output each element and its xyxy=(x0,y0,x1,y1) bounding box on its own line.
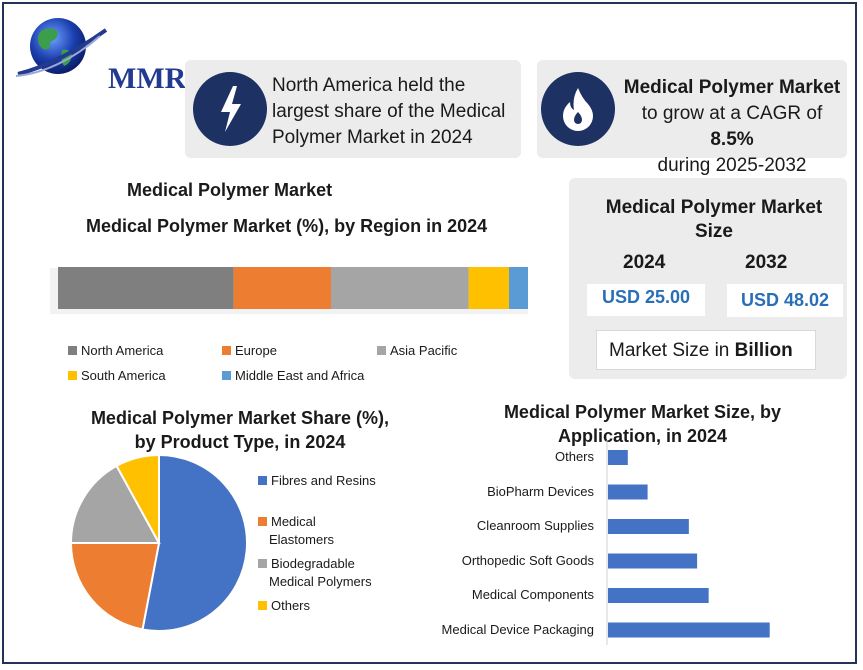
app-category-label: Cleanroom Supplies xyxy=(476,518,594,533)
app-title-line: Application, in 2024 xyxy=(557,426,728,446)
stack-segment-south-america xyxy=(468,267,510,309)
flame-badge xyxy=(541,72,615,146)
year-2032-label: 2032 xyxy=(745,252,788,273)
legend-mea: Middle East and Africa xyxy=(222,368,364,383)
app-bar-others xyxy=(608,450,628,465)
cagr-title: Medical Polymer Market xyxy=(623,77,841,98)
flame-icon xyxy=(563,88,593,131)
legend-swatch xyxy=(258,601,267,610)
app-category-labels: Others BioPharm Devices Cleanroom Supplies… xyxy=(436,440,594,650)
app-category-label: Orthopedic Soft Goods xyxy=(461,552,594,568)
app-bar-chart xyxy=(606,440,770,645)
cagr-line: to grow at a CAGR of 8.5% xyxy=(621,101,843,153)
value-2032: USD 48.02 xyxy=(727,284,843,317)
unit-value: Billion xyxy=(734,340,793,361)
stack-segment-europe xyxy=(233,267,331,309)
app-chart-title: Medical Polymer Market Size, by Applicat… xyxy=(480,400,805,448)
legend-swatch xyxy=(222,371,231,380)
legend-label: Elastomers xyxy=(269,532,335,547)
pie-legend-others: Others xyxy=(258,597,310,615)
app-category-label: Others xyxy=(554,449,594,464)
app-bar-orthopedic-soft-goods xyxy=(608,553,698,569)
info-line: largest share of the Medical xyxy=(272,101,506,122)
info-line: Polymer Market in 2024 xyxy=(272,127,473,148)
legend-swatch xyxy=(377,346,386,355)
stack-segment-asia-pacific xyxy=(330,267,469,309)
brand-logo: MMR xyxy=(14,16,186,95)
infographic-frame xyxy=(2,2,857,664)
legend-swatch xyxy=(68,346,77,355)
cagr-value: 8.5% xyxy=(710,129,754,150)
pie-legend-biodegradable: Biodegradable Medical Polymers xyxy=(258,555,372,591)
info-card-region: North America held the largest share of … xyxy=(185,60,521,158)
app-category-label: BioPharm Devices xyxy=(487,483,594,499)
market-size-title: Medical Polymer Market Size xyxy=(570,196,858,244)
region-stacked-bar xyxy=(50,267,528,314)
legend-label: South America xyxy=(81,368,166,383)
info-card-cagr: Medical Polymer Market to grow at a CAGR… xyxy=(537,60,847,176)
app-category-label: Medical Device Packaging xyxy=(441,621,594,637)
stack-segment-middle-east-and-africa xyxy=(509,267,528,309)
info-card-region-text: North America held the largest share of … xyxy=(272,73,517,151)
region-chart-subtitle: Medical Polymer Market (%), by Region in… xyxy=(86,216,488,236)
legend-label: Biodegradable xyxy=(271,556,355,571)
legend-label: Medical xyxy=(271,514,316,529)
legend-label: Others xyxy=(271,598,311,613)
legend-label: Asia Pacific xyxy=(390,343,458,358)
pie-legend-fibres: Fibres and Resins xyxy=(258,472,376,490)
app-bar-cleanroom-supplies xyxy=(608,519,689,534)
app-bar-medical-components xyxy=(608,588,709,603)
legend-swatch xyxy=(258,476,267,485)
app-bar-biopharm-devices xyxy=(608,484,648,500)
pie-slice-fibres-and-resins xyxy=(141,453,248,632)
pie-slice-others xyxy=(115,453,160,544)
legend-label: Middle East and Africa xyxy=(235,368,365,383)
legend-swatch xyxy=(222,346,231,355)
app-title-line: Medical Polymer Market Size, by xyxy=(503,402,782,422)
legend-asia-pacific: Asia Pacific xyxy=(377,343,457,358)
legend-swatch xyxy=(68,371,77,380)
cagr-period: during 2025-2032 xyxy=(657,155,807,176)
logo-text: MMR xyxy=(108,62,187,95)
unit-prefix: Market Size in xyxy=(609,340,735,361)
legend-label: Fibres and Resins xyxy=(271,473,376,488)
app-bar-medical-device-packaging xyxy=(608,622,770,638)
pie-title-line: by Product Type, in 2024 xyxy=(134,432,346,452)
legend-europe: Europe xyxy=(222,343,277,358)
globe-icon xyxy=(15,18,108,77)
cagr-prefix: to grow at a CAGR of xyxy=(641,103,823,124)
legend-swatch xyxy=(258,559,267,568)
pie-title-line: Medical Polymer Market Share (%), xyxy=(90,408,390,428)
app-category-label: Medical Components xyxy=(471,587,594,602)
lightning-badge xyxy=(193,72,267,146)
legend-north-america: North America xyxy=(68,343,163,358)
pie-chart-title: Medical Polymer Market Share (%), by Pro… xyxy=(70,406,410,454)
unit-box: Market Size in Billion xyxy=(596,330,816,370)
value-2024: USD 25.00 xyxy=(587,284,705,316)
pie-legend-elastomers: Medical Elastomers xyxy=(258,513,334,549)
stack-segment-north-america xyxy=(58,267,234,309)
legend-south-america: South America xyxy=(68,368,166,383)
market-size-title-line: Medical Polymer Market xyxy=(605,197,823,218)
pie-slice-biodegradable-medical-polymers xyxy=(69,464,161,544)
year-2024-label: 2024 xyxy=(623,252,666,273)
market-size-title-line: Size xyxy=(694,221,734,242)
legend-label: Europe xyxy=(235,343,277,358)
info-line: North America held the xyxy=(272,75,466,96)
info-card-cagr-text: Medical Polymer Market to grow at a CAGR… xyxy=(621,75,843,179)
legend-swatch xyxy=(258,517,267,526)
pie-slice-medical-elastomers xyxy=(69,542,161,631)
product-pie-chart xyxy=(69,453,248,632)
lightning-icon xyxy=(221,86,241,132)
legend-label: North America xyxy=(81,343,164,358)
region-chart-title: Medical Polymer Market xyxy=(127,180,333,200)
legend-label: Medical Polymers xyxy=(269,574,372,589)
